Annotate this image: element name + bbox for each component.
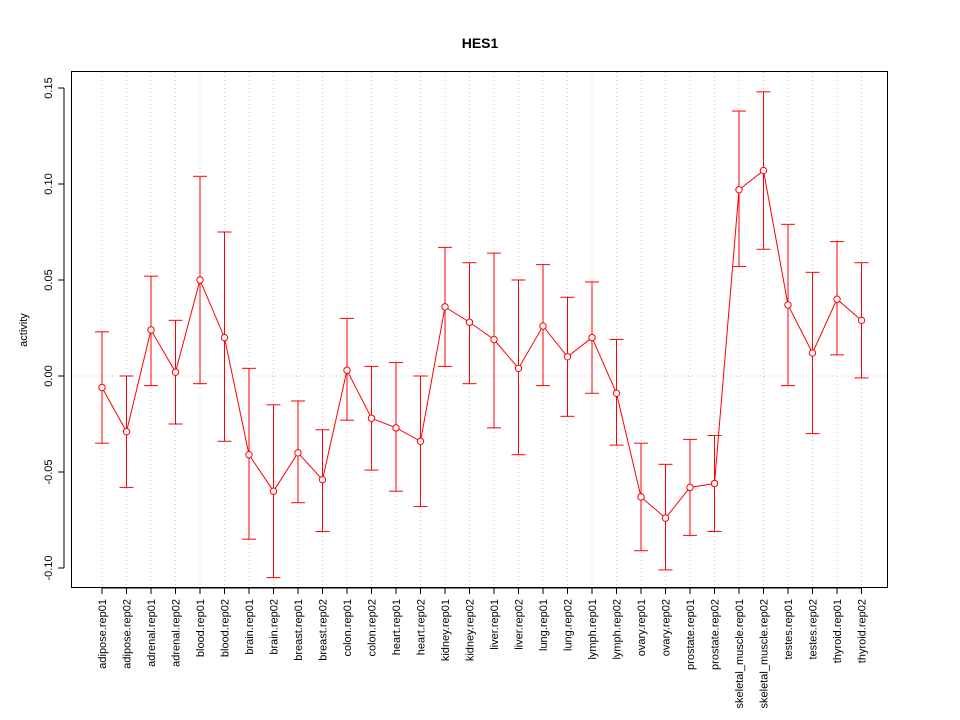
data-point [637, 493, 645, 501]
data-point [294, 449, 302, 457]
data-point [686, 483, 694, 492]
data-point [465, 318, 474, 326]
plot-frame [71, 71, 888, 588]
x-tick-label: ovary.rep01 [636, 599, 648, 656]
data-point [171, 368, 180, 376]
data-point [759, 166, 768, 175]
y-tick-label: -0.10 [43, 555, 55, 580]
y-tick-label: 0.00 [43, 365, 55, 386]
x-tick-label: thyroid.rep02 [857, 599, 869, 663]
x-tick-label: thyroid.rep01 [832, 599, 844, 663]
x-tick-label: lung.rep02 [563, 599, 575, 651]
x-tick-label: colon.rep01 [342, 599, 354, 657]
y-tick-label: 0.15 [43, 77, 55, 98]
data-point [98, 383, 106, 392]
data-point [220, 333, 229, 342]
data-point [661, 514, 670, 522]
x-tick-label: colon.rep02 [367, 599, 379, 657]
x-tick-label: liver.rep02 [514, 599, 526, 650]
data-point [245, 451, 253, 459]
data-point [416, 437, 425, 445]
x-tick-label: brain.rep02 [269, 599, 281, 655]
y-tick-label: -0.05 [43, 459, 55, 484]
x-tick-label: adipose.rep02 [122, 599, 134, 669]
x-tick-label: skeletal_muscle.rep02 [759, 599, 771, 708]
x-tick-label: prostate.rep01 [685, 599, 697, 670]
data-point [367, 414, 376, 422]
y-tick-label: 0.10 [43, 173, 55, 194]
data-point [784, 301, 792, 309]
data-point [808, 349, 817, 357]
x-tick-label: heart.rep01 [391, 599, 403, 655]
series-line [101, 169, 862, 519]
x-tick-label: ovary.rep02 [661, 599, 673, 656]
y-axis-label: activity [18, 313, 30, 347]
x-tick-label: breast.rep02 [318, 599, 330, 661]
data-point [563, 353, 572, 361]
data-point [147, 326, 155, 334]
x-tick-label: liver.rep01 [489, 599, 501, 650]
x-tick-label: blood.rep02 [220, 599, 232, 657]
x-tick-label: skeletal_muscle.rep01 [734, 599, 746, 708]
data-point [122, 427, 131, 436]
data-point [318, 475, 327, 484]
x-tick-label: blood.rep01 [195, 599, 207, 657]
x-tick-label: adrenal.rep01 [146, 599, 158, 667]
data-point [514, 364, 523, 373]
x-tick-label: prostate.rep02 [710, 599, 722, 670]
x-tick-label: heart.rep02 [416, 599, 428, 655]
y-tick-label: 0.05 [43, 269, 55, 290]
data-point [612, 389, 621, 397]
data-point [441, 303, 449, 311]
x-tick-label: kidney.rep02 [465, 599, 477, 661]
data-point [392, 424, 400, 432]
data-point [269, 487, 278, 495]
data-point [710, 479, 719, 488]
x-tick-label: testes.rep02 [808, 599, 820, 660]
x-tick-label: adrenal.rep02 [171, 599, 183, 667]
axis-layer: -0.10 -0.05 0.00 0.05 0.10 0.15 adipose.rep01 a… [43, 77, 869, 708]
data-point [857, 316, 866, 325]
x-tick-label: lymph.rep02 [612, 599, 624, 660]
x-tick-label: lung.rep01 [538, 599, 550, 651]
x-tick-label: breast.rep01 [293, 599, 305, 661]
x-tick-label: adipose.rep01 [97, 599, 109, 669]
x-tick-label: kidney.rep01 [440, 599, 452, 661]
chart-title: HES1 [462, 35, 499, 51]
data-layer [95, 91, 869, 579]
data-point [539, 322, 547, 330]
data-point [833, 295, 841, 303]
x-tick-label: brain.rep01 [244, 599, 256, 655]
x-tick-label: testes.rep01 [783, 599, 795, 660]
data-point [490, 335, 498, 344]
data-point [343, 366, 351, 374]
data-point [196, 276, 204, 284]
x-tick-label: lymph.rep01 [587, 599, 599, 660]
data-point [588, 333, 596, 342]
data-point [735, 186, 743, 194]
